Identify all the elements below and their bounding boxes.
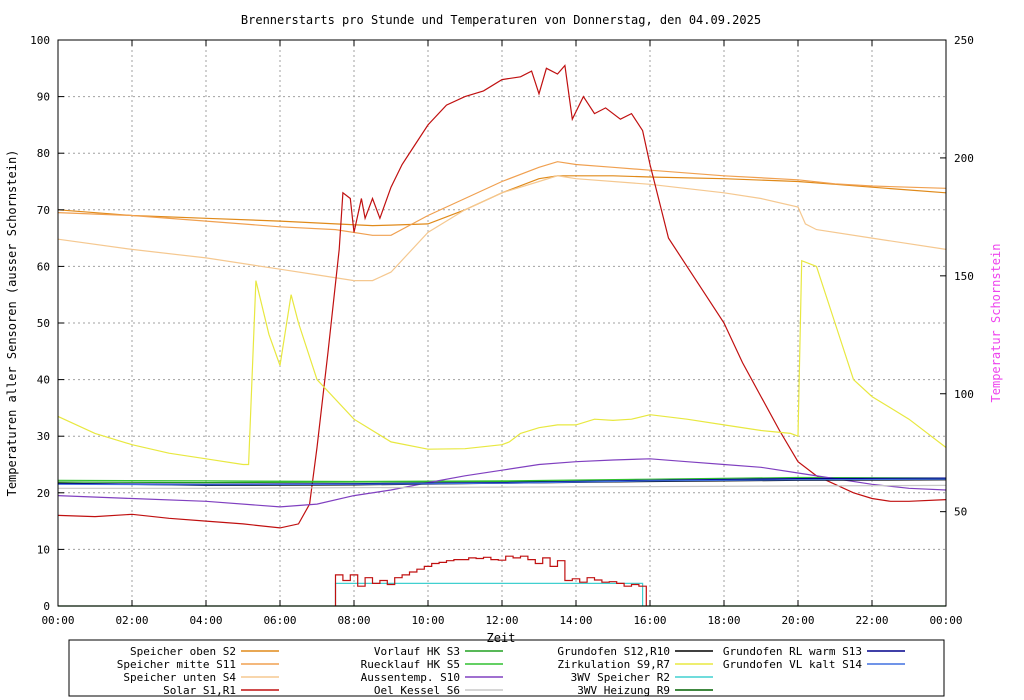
legend-entry: Grundofen S12,R10 [557,645,713,658]
series-line-r2 [334,582,644,606]
legend-label: 3WV Heizung R9 [577,684,670,697]
y-tick-label: 60 [37,260,50,273]
legend-entry: Oel Kessel S6 [374,684,503,697]
x-tick-label: 16:00 [633,614,666,627]
legend-box [68,639,945,697]
legend-label: Grundofen VL kalt S14 [723,658,862,671]
y2-tick-label: 250 [954,34,974,47]
legend-label: Aussentemp. S10 [361,671,460,684]
legend-label: Speicher mitte S11 [117,658,236,671]
x-tick-label: 00:00 [929,614,962,627]
x-tick-label: 18:00 [707,614,740,627]
y2-tick-label: 200 [954,152,974,165]
y-axis-label: Temperaturen aller Sensoren (ausser Scho… [5,150,19,497]
legend-label: Ruecklauf HK S5 [361,658,460,671]
x-axis-label: Zeit [487,631,516,645]
legend-entry: 3WV Speicher R2 [571,671,713,684]
legend-entry: Aussentemp. S10 [361,671,503,684]
legend-label: Zirkulation S9,R7 [557,658,670,671]
x-tick-label: 06:00 [263,614,296,627]
y-tick-label: 80 [37,147,50,160]
series-line-s14 [57,478,947,486]
x-tick-label: 10:00 [411,614,444,627]
legend-entry: Ruecklauf HK S5 [361,658,503,671]
legend-entry: 3WV Heizung R9 [577,684,713,697]
x-tick-label: 12:00 [485,614,518,627]
x-tick-label: 02:00 [115,614,148,627]
y-tick-label: 0 [43,600,50,613]
y-tick-label: 100 [30,34,50,47]
ticks-layer: 00:00 02:00 04:00 06:00 08:00 10:00 12:00 14:00… [30,34,974,627]
x-tick-label: 14:00 [559,614,592,627]
legend-label: Grundofen S12,R10 [557,645,670,658]
series-line-s11 [57,161,947,236]
x-tick-label: 22:00 [855,614,888,627]
series-line-s4 [57,175,947,282]
y-tick-label: 10 [37,543,50,556]
legend-entry: Vorlauf HK S3 [374,645,503,658]
burner-starts-steps [334,555,647,606]
y-tick-label: 70 [37,204,50,217]
y-tick-label: 90 [37,91,50,104]
x-tick-label: 20:00 [781,614,814,627]
y2-tick-label: 50 [954,506,967,519]
y-tick-label: 30 [37,430,50,443]
legend-entry: Speicher oben S2 [130,645,279,658]
legend-label: Vorlauf HK S3 [374,645,460,658]
legend-entry: Speicher unten S4 [123,671,279,684]
series-line-s9-r7 [57,259,947,466]
grid-layer [58,40,946,606]
legend-entry: Grundofen VL kalt S14 [723,658,905,671]
x-tick-label: 08:00 [337,614,370,627]
y-tick-label: 50 [37,317,50,330]
series-line-s6 [58,484,947,489]
legend-label: Grundofen RL warm S13 [723,645,862,658]
legend-entry: Solar S1,R1 [163,684,279,697]
legend-entry: Grundofen RL warm S13 [723,645,905,658]
y-tick-label: 20 [37,487,50,500]
series-line-s1-r1 [57,64,947,529]
legend-label: Speicher oben S2 [130,645,236,658]
legend-entry: Zirkulation S9,R7 [557,658,713,671]
y2-tick-label: 100 [954,388,974,401]
series-line-s5 [57,476,947,483]
x-tick-label: 04:00 [189,614,222,627]
y2-tick-label: 150 [954,270,974,283]
y-tick-label: 40 [37,374,50,387]
legend-label: Speicher unten S4 [123,671,236,684]
y2-axis-label: Temperatur Schornstein [989,244,1003,403]
legend-label: Oel Kessel S6 [374,684,460,697]
legend-label: 3WV Speicher R2 [571,671,670,684]
x-tick-label: 00:00 [41,614,74,627]
series-line-s2 [57,175,947,227]
series-line-s10 [57,458,947,508]
chart-title: Brennerstarts pro Stunde und Temperature… [241,13,761,27]
legend-label: Solar S1,R1 [163,684,236,697]
legend-entry: Speicher mitte S11 [117,658,279,671]
